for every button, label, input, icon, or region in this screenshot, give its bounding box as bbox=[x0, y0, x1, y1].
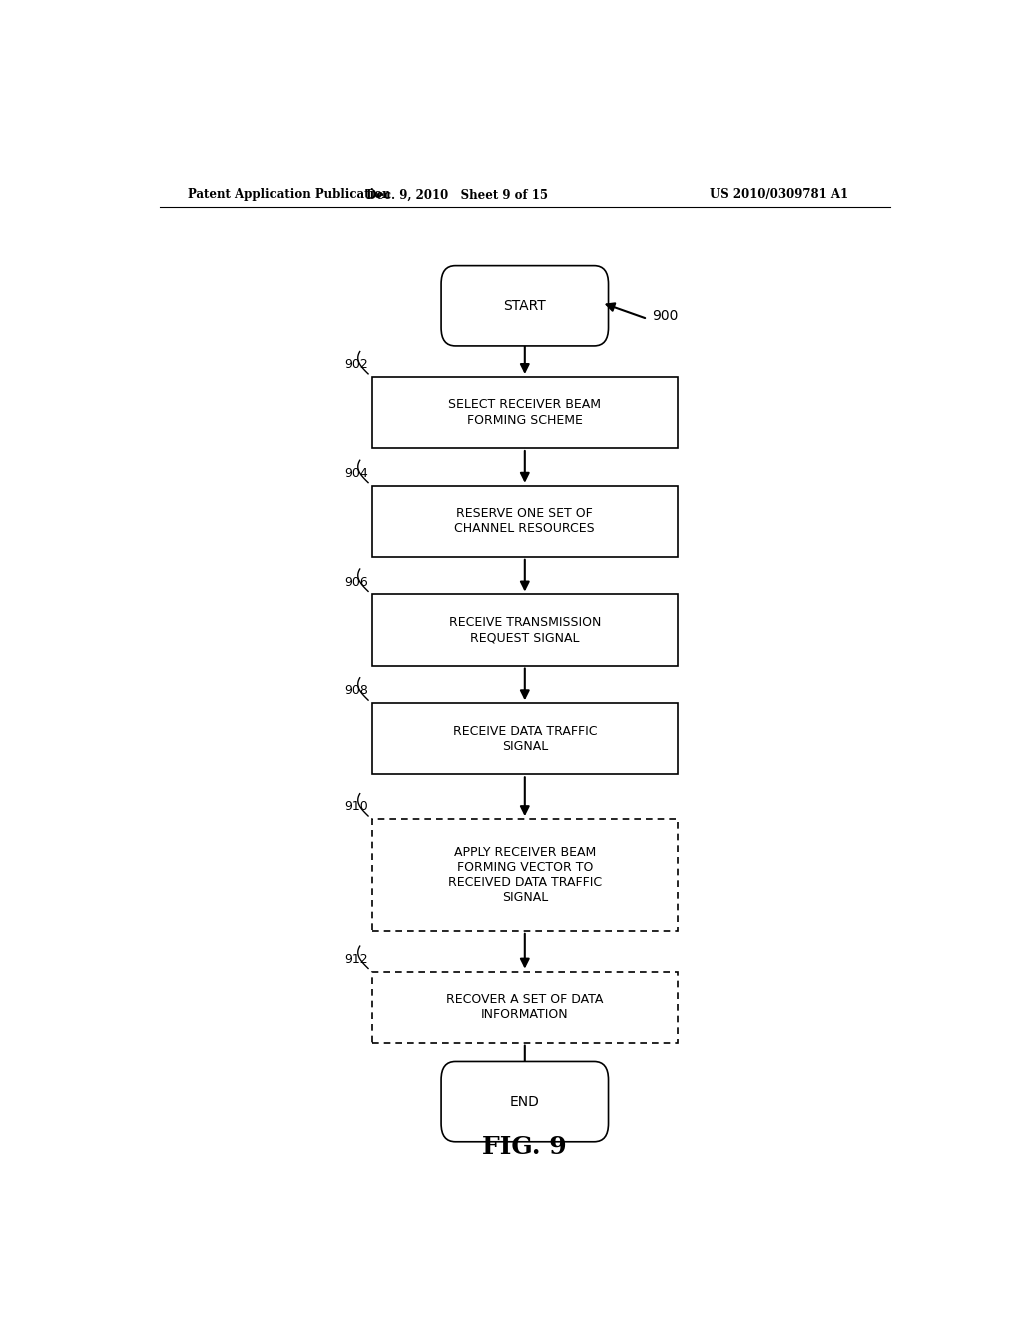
Text: Patent Application Publication: Patent Application Publication bbox=[187, 189, 390, 202]
Text: Dec. 9, 2010   Sheet 9 of 15: Dec. 9, 2010 Sheet 9 of 15 bbox=[367, 189, 548, 202]
Text: 902: 902 bbox=[344, 358, 368, 371]
Text: 908: 908 bbox=[344, 685, 368, 697]
Text: 900: 900 bbox=[652, 309, 678, 323]
Bar bbox=[372, 818, 678, 931]
Bar bbox=[372, 594, 678, 665]
Bar bbox=[372, 704, 678, 775]
Text: SELECT RECEIVER BEAM
FORMING SCHEME: SELECT RECEIVER BEAM FORMING SCHEME bbox=[449, 399, 601, 426]
Text: START: START bbox=[504, 298, 546, 313]
Text: RESERVE ONE SET OF
CHANNEL RESOURCES: RESERVE ONE SET OF CHANNEL RESOURCES bbox=[455, 507, 595, 535]
Bar bbox=[372, 378, 678, 447]
Bar bbox=[372, 486, 678, 557]
FancyBboxPatch shape bbox=[441, 265, 608, 346]
Text: 912: 912 bbox=[344, 953, 368, 966]
Text: RECEIVE TRANSMISSION
REQUEST SIGNAL: RECEIVE TRANSMISSION REQUEST SIGNAL bbox=[449, 616, 601, 644]
Text: US 2010/0309781 A1: US 2010/0309781 A1 bbox=[710, 189, 848, 202]
Bar bbox=[372, 972, 678, 1043]
Text: FIG. 9: FIG. 9 bbox=[482, 1135, 567, 1159]
FancyBboxPatch shape bbox=[441, 1061, 608, 1142]
Text: APPLY RECEIVER BEAM
FORMING VECTOR TO
RECEIVED DATA TRAFFIC
SIGNAL: APPLY RECEIVER BEAM FORMING VECTOR TO RE… bbox=[447, 846, 602, 904]
Text: END: END bbox=[510, 1094, 540, 1109]
Text: RECOVER A SET OF DATA
INFORMATION: RECOVER A SET OF DATA INFORMATION bbox=[446, 993, 603, 1022]
Text: 904: 904 bbox=[344, 467, 368, 480]
Text: 906: 906 bbox=[344, 576, 368, 589]
Text: 910: 910 bbox=[344, 800, 368, 813]
Text: RECEIVE DATA TRAFFIC
SIGNAL: RECEIVE DATA TRAFFIC SIGNAL bbox=[453, 725, 597, 752]
